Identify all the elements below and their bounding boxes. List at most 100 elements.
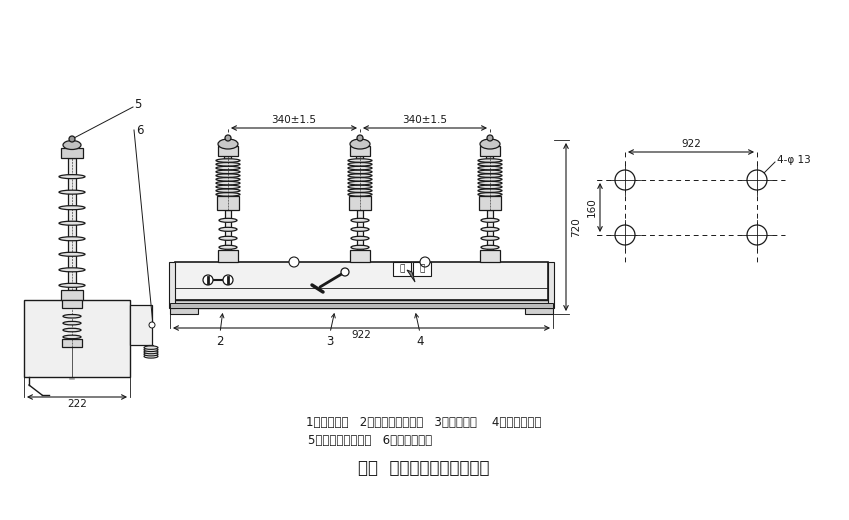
Bar (350, 250, 370, 262)
Text: 340±1.5: 340±1.5 (402, 115, 447, 125)
Ellipse shape (144, 348, 158, 352)
Ellipse shape (348, 163, 372, 166)
Ellipse shape (144, 355, 158, 358)
Circle shape (357, 135, 363, 141)
Circle shape (341, 268, 349, 276)
Ellipse shape (478, 174, 502, 177)
Text: 2: 2 (216, 335, 224, 348)
Circle shape (223, 275, 233, 285)
Bar (225, 210, 231, 250)
Ellipse shape (59, 252, 85, 256)
Bar (68, 308, 76, 339)
Ellipse shape (216, 185, 240, 189)
Ellipse shape (216, 193, 240, 196)
Bar (480, 146, 500, 156)
Text: 5、真空灭弧室封装   6、电流互感器: 5、真空灭弧室封装 6、电流互感器 (308, 434, 432, 447)
Bar (169, 262, 175, 308)
Text: 720: 720 (571, 217, 581, 237)
Ellipse shape (478, 189, 502, 192)
Bar (24, 300, 130, 377)
Ellipse shape (478, 178, 502, 181)
Bar (548, 262, 554, 308)
Circle shape (420, 257, 430, 267)
Bar (487, 210, 493, 250)
Bar (62, 300, 82, 308)
Ellipse shape (348, 166, 372, 170)
Ellipse shape (480, 139, 500, 149)
Ellipse shape (59, 175, 85, 179)
Text: 图四  断路器外形及安装尺寸: 图四 断路器外形及安装尺寸 (358, 459, 490, 477)
Ellipse shape (59, 237, 85, 241)
Ellipse shape (216, 189, 240, 192)
Circle shape (615, 170, 635, 190)
Polygon shape (407, 270, 415, 282)
Ellipse shape (348, 178, 372, 181)
Ellipse shape (59, 190, 85, 194)
Bar (350, 146, 370, 156)
Bar (479, 196, 501, 210)
Ellipse shape (216, 170, 240, 174)
Bar (61, 148, 83, 158)
Circle shape (203, 275, 213, 285)
Bar (149, 345, 154, 357)
Ellipse shape (63, 315, 81, 318)
Ellipse shape (218, 139, 238, 149)
Ellipse shape (481, 218, 499, 223)
Ellipse shape (219, 245, 237, 249)
Ellipse shape (219, 227, 237, 231)
Bar (170, 300, 553, 308)
Circle shape (615, 225, 635, 245)
Ellipse shape (63, 140, 81, 150)
Ellipse shape (478, 163, 502, 166)
Ellipse shape (348, 181, 372, 185)
Bar (224, 156, 232, 196)
Ellipse shape (216, 163, 240, 166)
Circle shape (225, 135, 231, 141)
Bar (357, 210, 363, 250)
Circle shape (747, 225, 767, 245)
Bar (218, 146, 238, 156)
Text: 6: 6 (136, 123, 143, 136)
Ellipse shape (478, 159, 502, 162)
Text: 222: 222 (67, 399, 87, 409)
Bar (217, 196, 239, 210)
Ellipse shape (351, 227, 369, 231)
Ellipse shape (59, 268, 85, 272)
Text: 合: 合 (419, 265, 424, 274)
Ellipse shape (59, 283, 85, 288)
Bar (61, 290, 83, 300)
Bar (393, 262, 411, 276)
Ellipse shape (63, 328, 81, 332)
Ellipse shape (478, 185, 502, 189)
Bar (357, 156, 363, 196)
Bar (175, 262, 548, 300)
Bar (486, 156, 493, 196)
Circle shape (149, 322, 155, 328)
Ellipse shape (219, 218, 237, 223)
Bar (480, 250, 500, 262)
Text: 922: 922 (681, 139, 701, 149)
Ellipse shape (59, 221, 85, 225)
Ellipse shape (144, 353, 158, 356)
Text: 922: 922 (351, 330, 371, 340)
Ellipse shape (216, 159, 240, 162)
Ellipse shape (219, 236, 237, 240)
Text: 340±1.5: 340±1.5 (272, 115, 317, 125)
Text: 4-φ 13: 4-φ 13 (777, 155, 811, 165)
Bar (170, 303, 553, 308)
Bar (218, 250, 238, 262)
Ellipse shape (216, 174, 240, 177)
Ellipse shape (216, 166, 240, 170)
Circle shape (747, 170, 767, 190)
Circle shape (487, 135, 493, 141)
Text: 160: 160 (587, 198, 597, 217)
Ellipse shape (351, 218, 369, 223)
Circle shape (69, 136, 75, 142)
Ellipse shape (63, 321, 81, 325)
Bar (525, 308, 553, 314)
Bar (413, 262, 431, 276)
Bar (130, 305, 152, 345)
Ellipse shape (351, 236, 369, 240)
Ellipse shape (216, 181, 240, 185)
Ellipse shape (59, 206, 85, 210)
